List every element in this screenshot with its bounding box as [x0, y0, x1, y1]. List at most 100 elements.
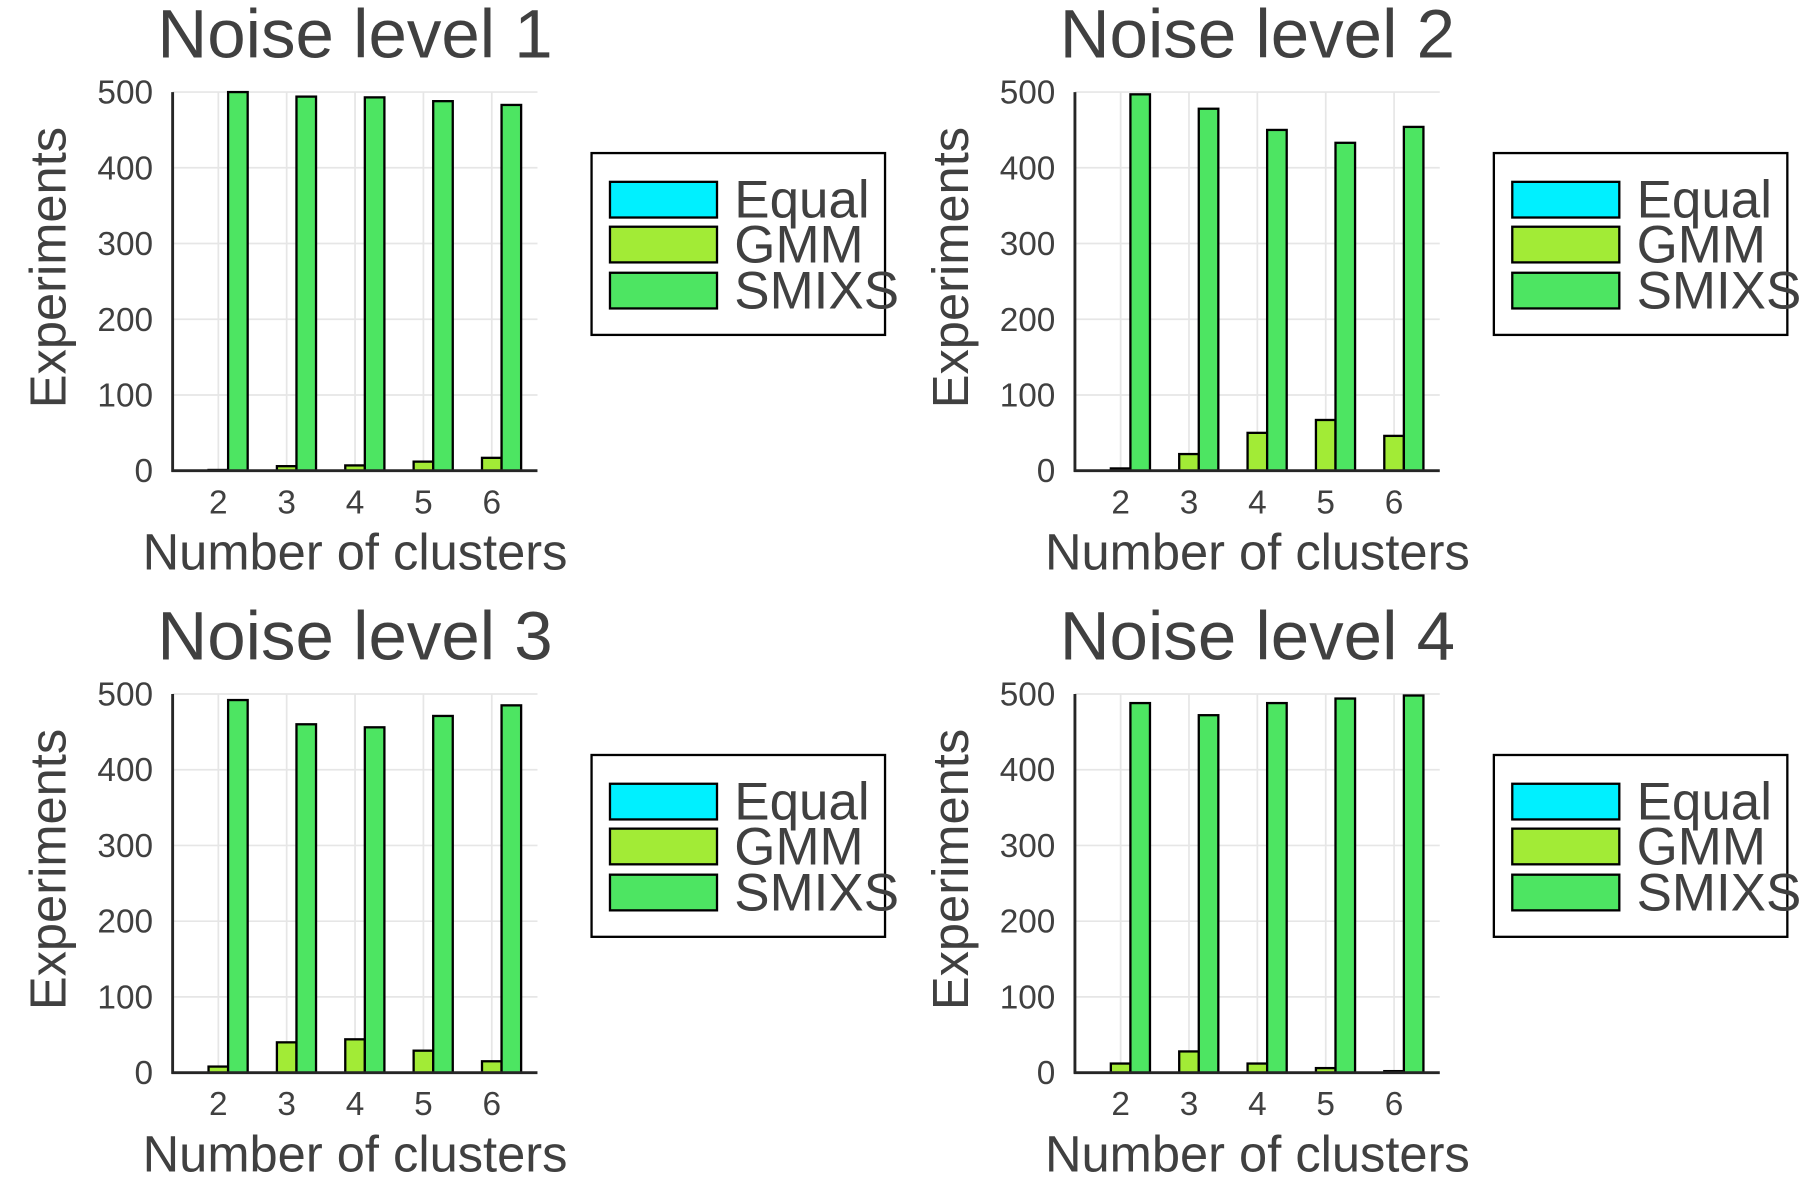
x-tick-label: 6: [482, 1086, 501, 1123]
y-tick-label: 500: [97, 676, 153, 713]
legend-label-smixs: SMIXS: [734, 863, 899, 922]
x-tick-label: 2: [209, 1086, 228, 1123]
chart-title: Noise level 1: [157, 0, 552, 73]
y-tick-label: 200: [97, 904, 153, 941]
y-tick-label: 200: [97, 302, 153, 339]
x-tick-label: 6: [1385, 484, 1404, 521]
x-tick-label: 3: [1180, 484, 1199, 521]
y-axis-label: Experiments: [922, 729, 979, 1010]
legend-label-smixs: SMIXS: [1637, 261, 1800, 320]
legend-label-gmm: GMM: [734, 215, 863, 274]
legend-swatch-gmm: [1511, 225, 1621, 264]
series-smixs: [226, 698, 523, 1074]
legend-label-gmm: GMM: [1637, 215, 1766, 274]
x-tick-label: 5: [414, 1086, 433, 1123]
x-tick-label: 4: [346, 484, 365, 521]
chart-panel-4: 0 100 200 300 400 500 2 3 4 5 6 Noise level 4 Number…: [922, 596, 1800, 1182]
bar-smixs-5: [1334, 697, 1357, 1074]
bar-smixs-3: [295, 723, 318, 1074]
x-axis-label: Number of clusters: [143, 524, 568, 581]
x-axis-label: Number of clusters: [1045, 1126, 1470, 1183]
bar-smixs-2: [1129, 93, 1152, 472]
legend-label-smixs: SMIXS: [734, 261, 899, 320]
y-tick-label: 200: [1000, 904, 1056, 941]
bar-smixs-4: [1265, 128, 1288, 472]
bar-smixs-5: [432, 714, 454, 1074]
bar-smixs-4: [363, 96, 386, 472]
chart-panel-3: 0 100 200 300 400 500 2 3 4 5 6 Noise level 3 Number…: [20, 596, 899, 1182]
legend-label-equal: Equal: [1637, 171, 1772, 230]
bar-gmm-4: [344, 1038, 366, 1074]
y-axis-label: Experiments: [20, 729, 77, 1010]
y-tick-label: 0: [1037, 1055, 1056, 1092]
y-tick-label: 100: [1000, 979, 1056, 1016]
x-tick-label: 3: [277, 484, 296, 521]
chart-title: Noise level 2: [1060, 0, 1455, 73]
legend-label-gmm: GMM: [734, 817, 863, 876]
y-tick-label: 300: [97, 226, 153, 263]
legend-swatch-smixs: [608, 873, 719, 912]
y-tick-label: 300: [1000, 828, 1056, 865]
y-tick-label: 300: [97, 828, 153, 865]
x-tick-label: 6: [482, 484, 501, 521]
legend-label-equal: Equal: [1637, 772, 1772, 831]
bar-smixs-6: [500, 103, 523, 472]
x-axis-label: Number of clusters: [143, 1126, 568, 1183]
chart-panel-2: 0 100 200 300 400 500 2 3 4 5 6 Noise level 2 Number…: [922, 0, 1800, 581]
legend-label-gmm: GMM: [1637, 817, 1766, 876]
x-tick-label: 5: [1316, 1086, 1335, 1123]
bar-gmm-6: [480, 456, 503, 472]
y-tick-label: 400: [97, 752, 153, 789]
y-axis-label: Experiments: [922, 127, 979, 408]
legend-label-smixs: SMIXS: [1637, 863, 1800, 922]
legend-swatch-gmm: [608, 827, 719, 866]
x-tick-label: 5: [414, 484, 433, 521]
y-axis-label: Experiments: [20, 127, 77, 408]
bar-smixs-2: [226, 90, 249, 472]
y-tick-label: 0: [135, 453, 154, 490]
x-tick-label: 4: [346, 1086, 365, 1123]
x-tick-label: 6: [1385, 1086, 1404, 1123]
x-tick-label: 3: [277, 1086, 296, 1123]
y-tick-label: 500: [1000, 75, 1056, 112]
x-tick-label: 2: [1111, 1086, 1130, 1123]
bar-smixs-4: [363, 726, 386, 1074]
y-tick-label: 400: [1000, 752, 1056, 789]
y-tick-label: 300: [1000, 226, 1056, 263]
legend-swatch-gmm: [608, 225, 719, 264]
chart-title: Noise level 4: [1060, 596, 1455, 674]
bar-smixs-4: [1265, 701, 1288, 1074]
x-tick-label: 2: [1111, 484, 1130, 521]
bar-smixs-5: [432, 100, 454, 472]
bar-smixs-3: [295, 95, 318, 472]
bar-gmm-5: [1314, 418, 1337, 472]
chart-panel-1: 0 100 200 300 400 500 2 3 4 5 6 Noise level 1 Number…: [20, 0, 899, 581]
legend-swatch-equal: [1511, 180, 1621, 219]
bar-smixs-6: [1402, 125, 1425, 472]
legend-swatch-smixs: [1511, 873, 1621, 912]
bar-smixs-3: [1197, 107, 1220, 472]
bar-smixs-6: [1402, 694, 1425, 1074]
y-tick-label: 200: [1000, 302, 1056, 339]
figure-root: 0 100 200 300 400 500 2 3 4 5 6 Noise level 1 Number…: [20, 0, 1800, 1183]
x-tick-label: 3: [1180, 1086, 1199, 1123]
bar-gmm-5: [412, 1049, 435, 1074]
legend-swatch-smixs: [1511, 271, 1621, 310]
legend-swatch-equal: [608, 782, 719, 821]
x-tick-label: 2: [209, 484, 228, 521]
x-tick-label: 4: [1248, 1086, 1267, 1123]
legend-swatch-smixs: [608, 271, 719, 310]
bar-smixs-3: [1197, 714, 1220, 1074]
x-axis-label: Number of clusters: [1045, 524, 1470, 581]
y-tick-label: 500: [97, 75, 153, 112]
bar-gmm-3: [1178, 1050, 1200, 1074]
y-tick-label: 100: [1000, 377, 1056, 414]
series-smixs: [1129, 694, 1425, 1074]
bar-gmm-6: [480, 1060, 503, 1074]
bar-smixs-6: [500, 704, 523, 1074]
